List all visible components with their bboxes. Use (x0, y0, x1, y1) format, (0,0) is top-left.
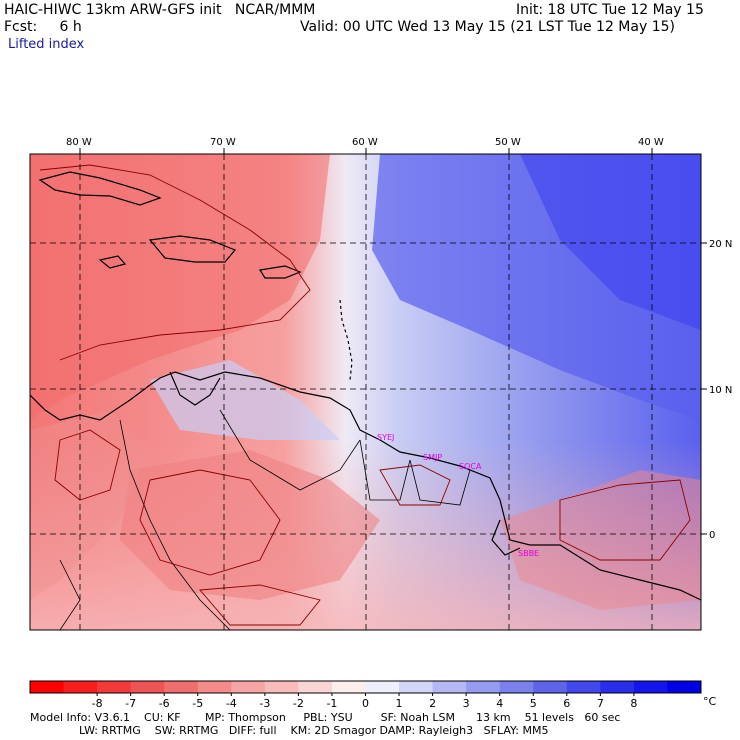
border-suriname (409, 459, 471, 506)
legend-swatch (197, 681, 232, 693)
legend-tick-label: -6 (159, 697, 170, 710)
station-label-sbbe: SBBE (518, 549, 539, 558)
legend-swatch (264, 681, 299, 693)
legend-tick-label: 5 (530, 697, 537, 710)
unstable-region-brazil-coast (500, 470, 701, 610)
lesser-antilles (339, 299, 353, 381)
station-label-syej: SYEJ (377, 433, 394, 442)
puerto-rico-coast (259, 265, 302, 279)
contour-caribbean (39, 164, 311, 361)
legend-swatch (399, 681, 434, 693)
contour-amazon-a (139, 469, 281, 576)
legend-tick-label: 6 (563, 697, 570, 710)
legend-tick-label: -3 (259, 697, 270, 710)
legend-swatch (667, 681, 702, 693)
unstable-region-colombia (30, 410, 150, 600)
south-america-coast (30, 371, 701, 601)
border-guyana (359, 439, 411, 501)
stable-region-venezuela (150, 360, 340, 440)
station-label-soca: SOCA (459, 462, 482, 471)
contour-colombia-a (54, 429, 121, 501)
legend-tick-label: 2 (429, 697, 436, 710)
legend-tick-label: 7 (597, 697, 604, 710)
lon-label-50w: 50 W (495, 137, 521, 148)
legend-tick-label: -7 (125, 697, 136, 710)
init-time: Init: 18 UTC Tue 12 May 15 (516, 2, 704, 18)
forecast-hour: Fcst: 6 h (4, 19, 82, 35)
legend-unit: °C (703, 695, 717, 708)
country-borders (59, 409, 471, 630)
legend-tick-label: -4 (226, 697, 237, 710)
model-info-line2: LW: RRTMG SW: RRTMG DIFF: full KM: 2D Sm… (30, 724, 549, 737)
legend-swatch (231, 681, 266, 693)
legend-swatch (164, 681, 199, 693)
legend-tick-label: -8 (92, 697, 103, 710)
lat-label-equator: 0 (709, 530, 715, 541)
legend-swatch (432, 681, 467, 693)
legend-tick-label: -1 (326, 697, 337, 710)
legend-tick-label: -2 (293, 697, 304, 710)
legend-swatch (130, 681, 165, 693)
legend-swatch (63, 681, 98, 693)
lifted-index-field: SYEJ SMJP SOCA SBBE (30, 154, 701, 630)
lat-label-20n: 20 N (709, 239, 732, 250)
legend-swatch (533, 681, 568, 693)
color-legend: -8 -7 -6 -5 -4 -3 -2 -1 0 1 2 3 4 5 6 7 8 °C (29, 680, 717, 710)
legend-tick-label: 4 (496, 697, 503, 710)
longitude-axis: 80 W 70 W 60 W 50 W 40 W (66, 137, 707, 535)
legend-swatch (466, 681, 501, 693)
cuba-coast (38, 171, 162, 206)
stable-core (520, 154, 701, 330)
lat-label-10n: 10 N (709, 385, 732, 396)
border-venezuela (219, 409, 361, 491)
graticule (30, 154, 701, 630)
contour-guiana (379, 464, 451, 506)
legend-swatch (566, 681, 601, 693)
lon-label-80w: 80 W (66, 137, 92, 148)
legend-tick-label: 0 (362, 697, 369, 710)
legend-swatch (365, 681, 400, 693)
amazon-delta (491, 519, 521, 556)
lon-label-40w: 40 W (638, 137, 664, 148)
model-title: HAIC-HIWC 13km ARW-GFS init NCAR/MMM (4, 2, 316, 18)
legend-swatch (600, 681, 635, 693)
field-name: Lifted index (8, 37, 85, 52)
model-info-line1: Model Info: V3.6.1 CU: KF MP: Thompson P… (30, 711, 621, 724)
unstable-region-caribbean (30, 154, 330, 420)
legend-swatch (97, 681, 132, 693)
coastlines (30, 171, 701, 601)
latitude-axis: 20 N 10 N 0 (709, 239, 732, 541)
legend-swatch (298, 681, 333, 693)
hispaniola-coast (148, 235, 236, 263)
legend-swatch (30, 681, 65, 693)
border-colombia (119, 419, 231, 630)
lon-label-60w: 60 W (352, 137, 378, 148)
contours (39, 164, 691, 626)
legend-swatch (499, 681, 534, 693)
legend-tick-label: 8 (630, 697, 637, 710)
unstable-region-amazon (120, 450, 380, 600)
valid-time: Valid: 00 UTC Wed 13 May 15 (21 LST Tue … (300, 19, 675, 35)
legend-swatch (331, 681, 366, 693)
legend-swatch (633, 681, 668, 693)
contour-south (199, 584, 321, 626)
legend-tick-label: -5 (192, 697, 203, 710)
legend-tick-label: 3 (463, 697, 470, 710)
lon-label-70w: 70 W (210, 137, 236, 148)
station-label-smjp: SMJP (423, 453, 442, 462)
jamaica-coast (98, 255, 127, 269)
legend-tick-label: 1 (396, 697, 403, 710)
contour-atlantic (559, 479, 691, 561)
